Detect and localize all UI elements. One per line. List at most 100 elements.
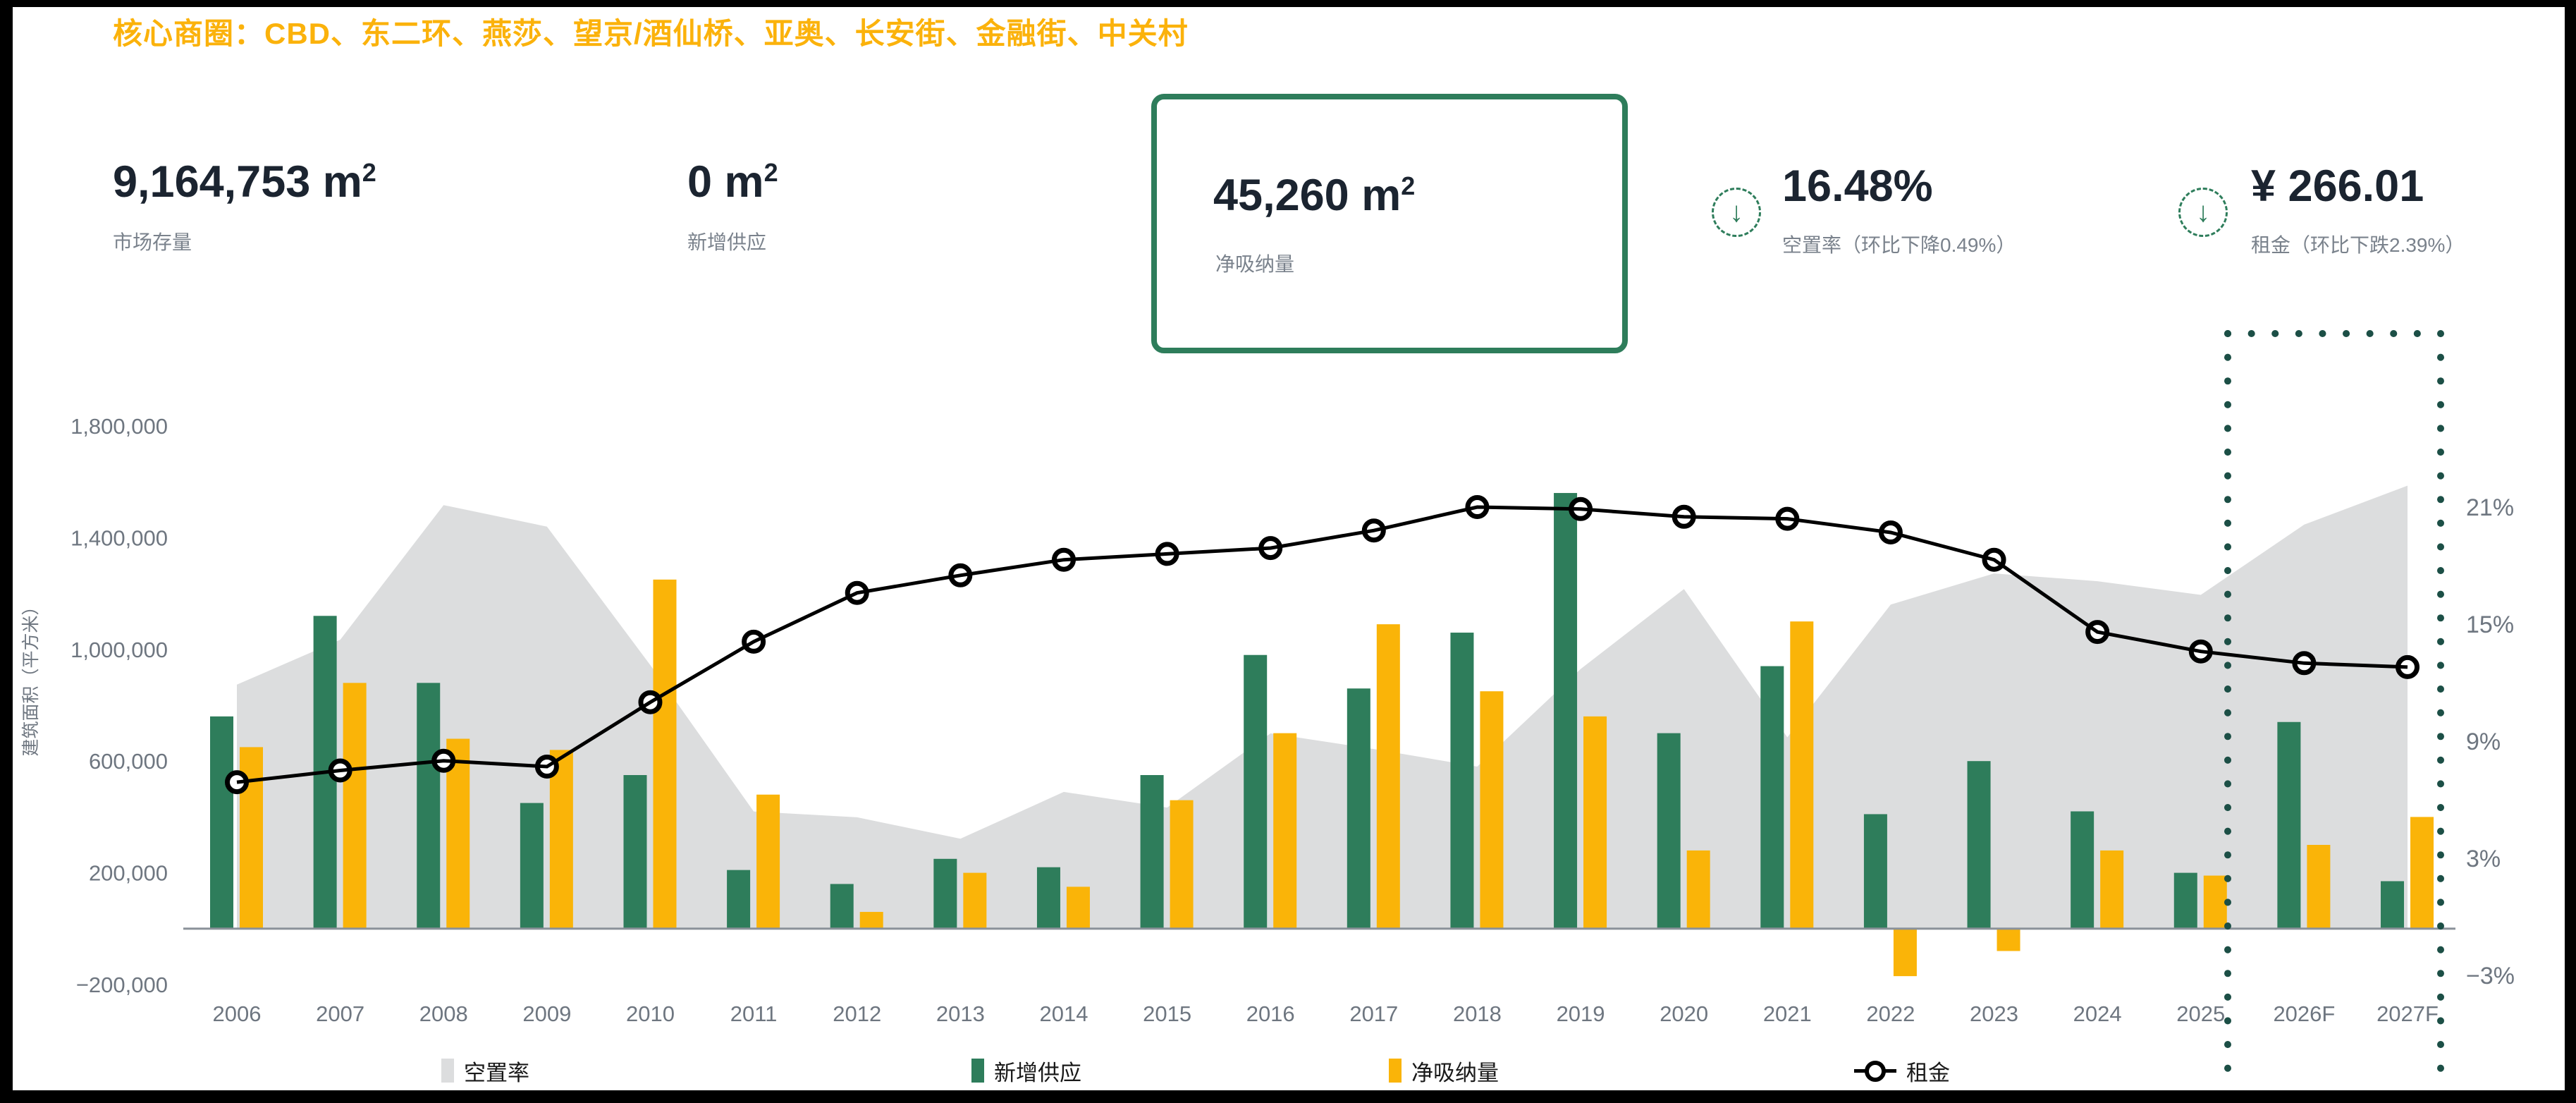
left-tick-label: 1,000,000 (70, 638, 168, 662)
x-tick-label: 2025 (2176, 1001, 2225, 1026)
x-tick-label: 2024 (2073, 1001, 2122, 1026)
absorption-bar (1170, 800, 1194, 929)
x-tick-label: 2013 (936, 1001, 985, 1026)
kpi-rent: ¥ 266.01 租金（环比下跌2.39%） (2251, 161, 2465, 258)
kpi-new-supply: 0 m2 新增供应 (687, 157, 778, 255)
legend-label: 租金 (1906, 1060, 1950, 1085)
supply-swatch-icon (971, 1059, 984, 1083)
kpi-net-absorption-value: 45,260 m2 (1213, 171, 1416, 220)
absorption-bar (1273, 733, 1297, 929)
left-tick-label: 1,800,000 (70, 414, 168, 439)
kpi-rent-label: 租金（环比下跌2.39%） (2251, 234, 2465, 256)
page-title: 核心商圈：CBD、东二环、燕莎、望京/酒仙桥、亚奥、长安街、金融街、中关村 (113, 17, 1189, 50)
supply-bar (1450, 633, 1474, 929)
absorption-bar (2410, 817, 2434, 929)
supply-bar (2071, 811, 2094, 929)
supply-bar (2277, 721, 2301, 929)
right-tick-label: 3% (2466, 846, 2501, 872)
x-tick-label: 2006 (213, 1001, 262, 1026)
kpi-market-stock: 9,164,753 m2 市场存量 (113, 157, 376, 255)
x-tick-label: 2015 (1143, 1001, 1191, 1026)
absorption-bar (1997, 928, 2020, 951)
absorption-bar (1376, 624, 1400, 929)
supply-bar (520, 803, 544, 929)
supply-bar (1244, 654, 1268, 929)
kpi-net-absorption-label: 净吸纳量 (1215, 253, 1295, 275)
absorption-bar (549, 750, 573, 929)
x-tick-label: 2009 (522, 1001, 571, 1026)
supply-bar (623, 775, 647, 929)
absorption-bar (343, 683, 367, 929)
supply-bar (2381, 881, 2405, 929)
supply-bar (1967, 761, 1991, 929)
absorption-bar (2307, 845, 2331, 929)
absorption-bar (859, 912, 883, 929)
rent-line-marker-icon (1854, 1059, 1896, 1083)
x-tick-label: 2023 (1970, 1001, 2018, 1026)
absorption-swatch-icon (1389, 1059, 1402, 1083)
rent-line (236, 505, 2408, 784)
absorption-bar (1790, 621, 1814, 929)
supply-bar (1347, 688, 1370, 929)
x-tick-label: 2007 (316, 1001, 364, 1026)
supply-bar (210, 716, 233, 929)
legend-item-absorption: 净吸纳量 (1389, 1055, 1499, 1086)
x-tick-label: 2020 (1660, 1001, 1708, 1026)
supply-bar (2173, 872, 2197, 929)
kpi-market-stock-value: 9,164,753 m2 (113, 157, 376, 207)
legend-label: 空置率 (464, 1060, 529, 1085)
x-tick-label: 2010 (626, 1001, 675, 1026)
absorption-bar (1066, 886, 1090, 929)
kpi-vacancy: 16.48% 空置率（环比下降0.49%） (1782, 161, 2016, 258)
vacancy-swatch-icon (441, 1059, 454, 1083)
x-tick-label: 2012 (833, 1001, 881, 1026)
left-tick-label: 600,000 (89, 749, 168, 774)
supply-bar (933, 858, 957, 929)
kpi-market-stock-label: 市场存量 (113, 231, 192, 253)
kpi-new-supply-label: 新增供应 (687, 231, 767, 253)
absorption-bar (963, 872, 987, 929)
x-tick-label: 2016 (1246, 1001, 1295, 1026)
kpi-net-absorption-box: 45,260 m2 净吸纳量 (1151, 94, 1628, 353)
supply-bar (1657, 733, 1681, 929)
supply-bar (1554, 493, 1578, 929)
left-tick-label: 1,400,000 (70, 525, 168, 550)
legend-item-rent: 租金 (1854, 1055, 1950, 1086)
supply-bar (1036, 867, 1060, 929)
supply-bar (1760, 666, 1784, 929)
absorption-bar (2203, 875, 2227, 929)
x-axis-line (183, 927, 2455, 930)
x-tick-label: 2027F (2376, 1001, 2439, 1026)
x-tick-label: 2014 (1039, 1001, 1088, 1026)
vacancy-trend-icon: ↓ (1712, 188, 1761, 237)
left-tick-label: −200,000 (76, 973, 168, 997)
x-tick-label: 2021 (1763, 1001, 1812, 1026)
absorption-bar (2100, 850, 2124, 929)
kpi-vacancy-value: 16.48% (1782, 162, 1933, 211)
x-tick-label: 2011 (730, 1001, 778, 1026)
x-tick-label: 2022 (1866, 1001, 1915, 1026)
supply-bar (417, 683, 441, 929)
absorption-bars (240, 579, 2434, 977)
left-axis-title: 建筑面积（平方米） (21, 597, 41, 756)
left-tick-label: 200,000 (89, 861, 168, 886)
absorption-bar (1686, 850, 1710, 929)
kpi-new-supply-value: 0 m2 (687, 157, 778, 207)
right-tick-label: −3% (2466, 963, 2515, 989)
right-tick-label: 15% (2466, 611, 2514, 638)
legend-item-supply: 新增供应 (971, 1055, 1081, 1086)
legend-item-vacancy: 空置率 (441, 1055, 529, 1086)
kpi-rent-value: ¥ 266.01 (2251, 162, 2424, 211)
legend-label: 净吸纳量 (1411, 1060, 1499, 1085)
supply-bar (1863, 814, 1887, 929)
absorption-bar (1583, 716, 1607, 929)
right-tick-label: 9% (2466, 729, 2501, 755)
x-tick-label: 2008 (419, 1001, 468, 1026)
arrow-down-icon: ↓ (1729, 197, 1743, 228)
x-tick-label: 2017 (1349, 1001, 1398, 1026)
x-tick-label: 2018 (1453, 1001, 1502, 1026)
right-tick-label: 21% (2466, 494, 2514, 521)
supply-bar (727, 870, 751, 929)
